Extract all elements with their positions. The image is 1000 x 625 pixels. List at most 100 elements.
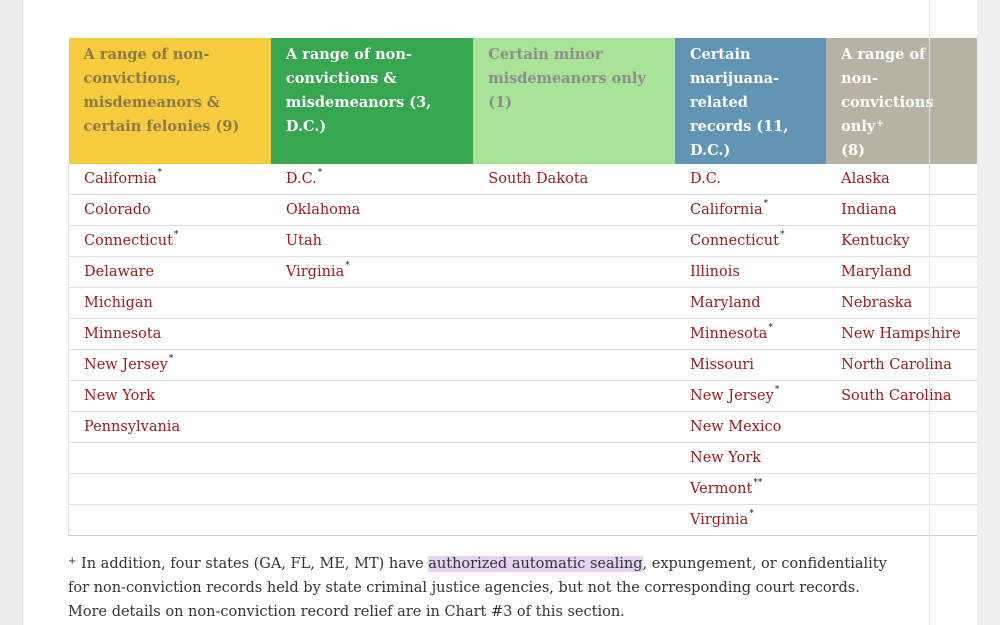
left-margin bbox=[0, 0, 22, 625]
table-cell: North Carolina bbox=[826, 349, 977, 381]
table-cell: Illinois bbox=[675, 256, 827, 288]
table-cell: South Dakota bbox=[473, 164, 675, 195]
state-name: Illinois bbox=[690, 264, 740, 280]
state-name: New Hampshire bbox=[841, 326, 961, 342]
state-name: Maryland bbox=[690, 295, 761, 311]
header-col-4: Certain marijuana-related records (11, D… bbox=[675, 38, 827, 164]
table-cell: New York bbox=[675, 442, 827, 474]
table-row: Minnesota Minnesota* New Hampshire bbox=[67, 318, 977, 350]
table-cell: Michigan bbox=[67, 287, 271, 319]
table-cell: Delaware bbox=[67, 256, 271, 288]
table-cell bbox=[270, 411, 474, 443]
table-cell bbox=[473, 318, 675, 350]
table-cell bbox=[270, 318, 474, 350]
table-cell bbox=[270, 504, 474, 536]
footnote-marker: ** bbox=[753, 478, 763, 488]
state-name: Indiana bbox=[841, 202, 897, 218]
table-cell bbox=[67, 442, 271, 474]
footnote-marker: * bbox=[774, 385, 780, 395]
state-name: California bbox=[690, 202, 763, 218]
table-cell bbox=[67, 473, 271, 505]
state-name: Michigan bbox=[84, 295, 153, 311]
table-cell bbox=[270, 380, 474, 412]
state-name: New Jersey bbox=[84, 357, 168, 373]
table-cell bbox=[473, 411, 675, 443]
state-name: Missouri bbox=[690, 357, 755, 373]
table-cell: Missouri bbox=[675, 349, 827, 381]
state-name: Pennsylvania bbox=[84, 419, 181, 435]
footnote-marker: * bbox=[345, 261, 350, 271]
state-name: Kentucky bbox=[841, 233, 910, 249]
table-cell bbox=[270, 349, 474, 381]
state-name: Colorado bbox=[84, 202, 151, 218]
state-name: New Mexico bbox=[690, 419, 782, 435]
footnote-text-before: In addition, four states (GA, FL, ME, MT… bbox=[76, 556, 429, 572]
table-row: Colorado Oklahoma California* Indiana bbox=[67, 194, 977, 226]
table-cell: Virginia* bbox=[270, 256, 474, 288]
table-row: Michigan Maryland Nebraska bbox=[67, 287, 977, 319]
state-name: Maryland bbox=[841, 264, 912, 280]
state-name: Nebraska bbox=[841, 295, 913, 311]
state-name: California bbox=[84, 171, 157, 187]
content-edge-line bbox=[929, 0, 930, 625]
footnote-marker: * bbox=[317, 168, 323, 178]
footnote-marker: * bbox=[173, 230, 179, 240]
table-cell bbox=[270, 442, 474, 474]
table-cell: Minnesota* bbox=[675, 318, 827, 350]
table-cell bbox=[826, 411, 977, 443]
state-name: South Carolina bbox=[841, 388, 952, 404]
footnote-marker: * bbox=[749, 509, 754, 519]
table-cell: South Carolina bbox=[826, 380, 977, 412]
state-name: Vermont bbox=[690, 481, 753, 497]
table-cell: Virginia* bbox=[675, 504, 827, 536]
header-col-3: Certain minor misdemeanors only (1) bbox=[473, 38, 675, 164]
state-name: D.C. bbox=[690, 171, 721, 187]
table-cell: Indiana bbox=[826, 194, 977, 226]
footnote-marker: * bbox=[768, 323, 773, 333]
state-name: D.C. bbox=[285, 171, 317, 187]
table-cell: Utah bbox=[270, 225, 474, 257]
table-row: Virginia* bbox=[67, 504, 977, 536]
state-name: Virginia bbox=[285, 264, 345, 280]
table-cell: New Mexico bbox=[675, 411, 827, 443]
state-name: Utah bbox=[285, 233, 322, 249]
footnote-marker: * bbox=[157, 168, 163, 178]
state-name: New York bbox=[690, 450, 762, 466]
table-cell: Nebraska bbox=[826, 287, 977, 319]
table-row: New York New Jersey* South Carolina bbox=[67, 380, 977, 412]
header-col-5: A range of non-convictions only+ (8) bbox=[826, 38, 977, 164]
table-cell bbox=[826, 504, 977, 536]
table-row: Delaware Virginia* Illinois Maryland bbox=[67, 256, 977, 288]
article-page: A range of non-convictions, misdemeanors… bbox=[22, 0, 977, 625]
table-cell: Vermont** bbox=[675, 473, 827, 505]
table-cell: Oklahoma bbox=[270, 194, 474, 226]
table-cell bbox=[270, 287, 474, 319]
state-name: Minnesota bbox=[690, 326, 768, 342]
header-col-2: A range of non-convictions & misdemeanor… bbox=[270, 38, 474, 164]
table-cell bbox=[473, 225, 675, 257]
table-row: Vermont** bbox=[67, 473, 977, 505]
table-cell: New Jersey* bbox=[675, 380, 827, 412]
table-cell: New Hampshire bbox=[826, 318, 977, 350]
table-cell bbox=[473, 380, 675, 412]
table-cell: D.C. bbox=[675, 164, 827, 195]
table-cell bbox=[67, 504, 271, 536]
table-cell: D.C.* bbox=[270, 164, 474, 195]
footnote-mark: + bbox=[68, 556, 77, 567]
table-row: New York bbox=[67, 442, 977, 474]
table-cell bbox=[473, 442, 675, 474]
table-cell: California* bbox=[67, 164, 271, 195]
state-name: Oklahoma bbox=[285, 202, 361, 218]
table-row: California* D.C.* South Dakota D.C. Alaska bbox=[67, 164, 977, 195]
table-cell: Minnesota bbox=[67, 318, 271, 350]
table-cell: Connecticut* bbox=[675, 225, 827, 257]
footnote-text-after: , expungement, or confidentiality for no… bbox=[68, 556, 887, 620]
state-name: Delaware bbox=[84, 264, 155, 280]
footnote-highlight-link[interactable]: authorized automatic sealing bbox=[428, 556, 643, 572]
table-cell bbox=[473, 349, 675, 381]
table-row: New Jersey* Missouri North Carolina bbox=[67, 349, 977, 381]
table-cell: Colorado bbox=[67, 194, 271, 226]
table-cell bbox=[473, 473, 675, 505]
state-name: Connecticut bbox=[84, 233, 173, 249]
right-margin bbox=[977, 0, 1000, 625]
